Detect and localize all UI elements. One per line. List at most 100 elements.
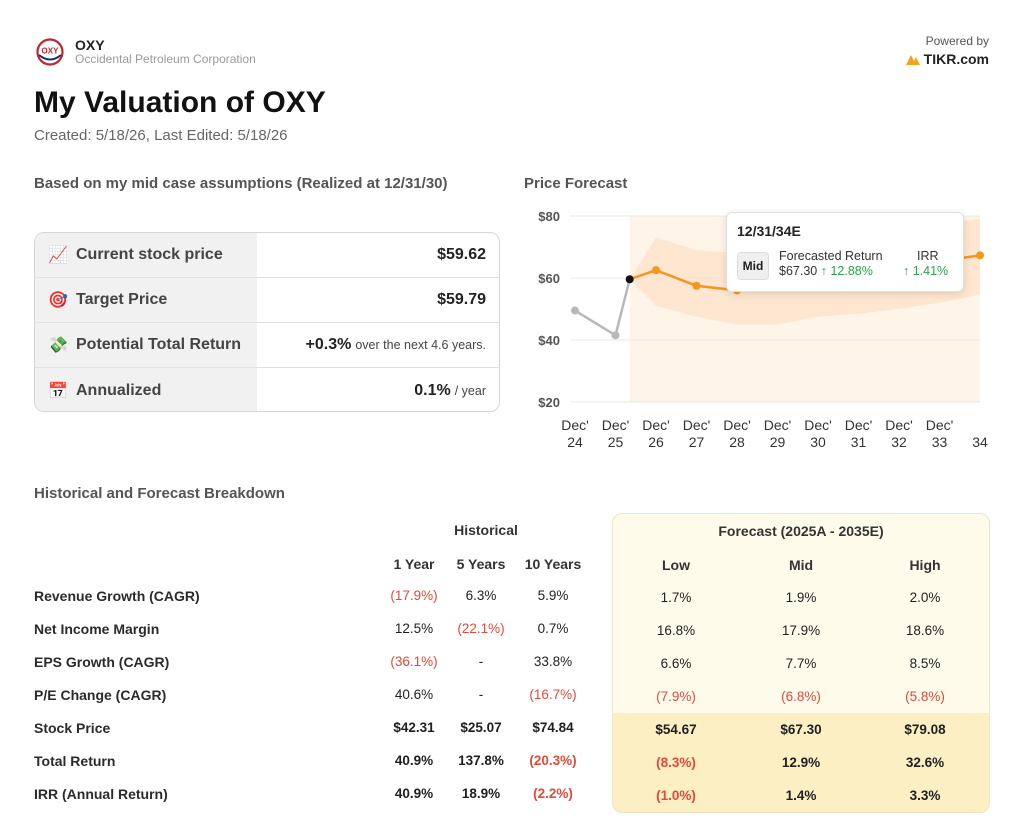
historical-value: $42.31 [393, 720, 435, 735]
historical-value: 40.6% [394, 687, 434, 702]
row-label: Total Return [34, 753, 116, 769]
tikr-brand[interactable]: TIKR.com [905, 51, 989, 67]
forecast-value: $54.67 [655, 722, 697, 737]
breakdown-heading: Historical and Forecast Breakdown [34, 485, 285, 502]
tooltip-case-badge: Mid [737, 252, 769, 280]
summary-value: +0.3% [305, 336, 352, 353]
forecast-value: (8.3%) [656, 755, 696, 770]
forecast-value: 17.9% [781, 623, 821, 638]
forecast-point [976, 251, 984, 260]
forecast-value: 32.6% [905, 755, 945, 770]
row-label: EPS Growth (CAGR) [34, 654, 170, 670]
summary-card: 📈 Current stock price $59.62 🎯 Target Pric… [34, 232, 500, 412]
summary-row-total-return: 💸 Potential Total Return +0.3% over the ne… [35, 323, 499, 368]
forecast-col-header: Mid [788, 557, 814, 573]
historical-value: 40.9% [394, 753, 434, 768]
forecast-value: (7.9%) [656, 689, 696, 704]
row-label: Stock Price [34, 720, 111, 736]
summary-value: $59.62 [437, 246, 486, 263]
historical-value: 5.9% [537, 588, 569, 603]
forecast-value: 7.7% [785, 656, 817, 671]
historical-value: $25.07 [460, 720, 502, 735]
tooltip-irr-label: IRR [917, 249, 939, 263]
forecast-value: 3.3% [909, 788, 941, 803]
current-price-point [625, 275, 634, 284]
company-name: Occidental Petroleum Corporation [75, 52, 256, 66]
x-tick-label: Dec' 32 [885, 417, 913, 450]
historical-value: (16.7%) [529, 687, 577, 702]
tooltip-return: ↑ 12.88% [820, 264, 873, 278]
ticker: OXY [75, 37, 105, 53]
summary-label: Target Price [76, 291, 168, 308]
row-label: Revenue Growth (CAGR) [34, 588, 200, 604]
forecast-panel [612, 513, 990, 813]
forecast-value: (6.8%) [781, 689, 821, 704]
historical-col-header: 1 Year [393, 556, 435, 572]
tikr-brand-text: TIKR.com [923, 51, 989, 67]
tooltip-date: 12/31/34E [737, 223, 801, 239]
summary-row-current-price: 📈 Current stock price $59.62 [35, 233, 499, 278]
forecast-value: (5.8%) [905, 689, 945, 704]
summary-suffix: / year [454, 383, 486, 398]
forecast-title: Forecast (2025A - 2035E) [718, 523, 884, 539]
historical-value: 12.5% [394, 621, 434, 636]
target-icon: 🎯 [48, 292, 68, 309]
summary-row-annualized: 📅 Annualized 0.1% / year [35, 368, 499, 411]
historical-title: Historical [454, 522, 518, 538]
summary-label: Current stock price [76, 246, 223, 263]
x-tick-label: Dec' 28 [723, 417, 751, 450]
x-tick-label: Dec' 29 [764, 417, 792, 450]
summary-value: 0.1% [414, 381, 451, 399]
historical-value: - [478, 687, 484, 702]
historical-value: 137.8% [458, 753, 504, 768]
chart-up-icon: 📈 [48, 247, 68, 264]
historical-value: - [478, 654, 484, 669]
svg-text:OXY: OXY [42, 47, 60, 56]
x-tick-label: 34 [972, 434, 988, 450]
forecast-col-header: High [909, 557, 941, 573]
summary-suffix: over the next 4.6 years. [355, 338, 486, 352]
forecast-value: 2.0% [909, 590, 941, 605]
historical-col-header: 5 Years [456, 556, 506, 572]
historical-value: (20.3%) [529, 753, 577, 768]
historical-value: 33.8% [533, 654, 573, 669]
forecast-value: (1.0%) [656, 788, 696, 803]
forecast-value: 6.6% [660, 656, 692, 671]
y-tick-label: $60 [538, 271, 560, 286]
forecast-point [692, 281, 701, 290]
x-tick-label: Dec' 30 [804, 417, 832, 450]
oxy-logo: OXY [36, 38, 64, 66]
tooltip-price: $67.30 [779, 264, 818, 278]
historical-value: 18.9% [461, 786, 501, 801]
summary-label: Potential Total Return [76, 336, 242, 353]
x-tick-label: Dec' 27 [683, 417, 711, 450]
powered-by-label: Powered by [925, 34, 989, 48]
forecast-value: 1.7% [660, 590, 692, 605]
created-date: Created: 5/18/26, Last Edited: 5/18/26 [34, 127, 288, 144]
forecast-value: 12.9% [781, 755, 821, 770]
forecast-value: 1.9% [785, 590, 817, 605]
historical-value: 6.3% [465, 588, 497, 603]
historical-value: (2.2%) [533, 786, 573, 801]
y-tick-label: $40 [538, 333, 560, 348]
forecast-value: $67.30 [780, 722, 822, 737]
forecast-value: 16.8% [656, 623, 696, 638]
x-tick-label: Dec' 26 [642, 417, 670, 450]
row-label: P/E Change (CAGR) [34, 687, 167, 703]
money-icon: 💸 [48, 337, 68, 354]
summary-heading: Based on my mid case assumptions (Realiz… [34, 175, 448, 192]
historical-line [574, 278, 631, 338]
historical-value: (36.1%) [390, 654, 438, 669]
historical-point [571, 306, 579, 315]
page-title: My Valuation of OXY [34, 86, 326, 119]
tooltip-irr: ↑ 1.41% [903, 264, 949, 278]
y-tick-label: $20 [538, 395, 560, 410]
row-label: IRR (Annual Return) [34, 786, 168, 802]
x-tick-label: Dec' 31 [845, 417, 873, 450]
forecast-point [652, 266, 660, 275]
forecast-col-header: Low [662, 557, 690, 573]
forecast-value: 18.6% [905, 623, 945, 638]
x-tick-label: Dec' 25 [602, 417, 630, 450]
chart-tooltip: 12/31/34E Mid Forecasted Return IRR $67.… [726, 212, 964, 292]
historical-value: 0.7% [537, 621, 569, 636]
